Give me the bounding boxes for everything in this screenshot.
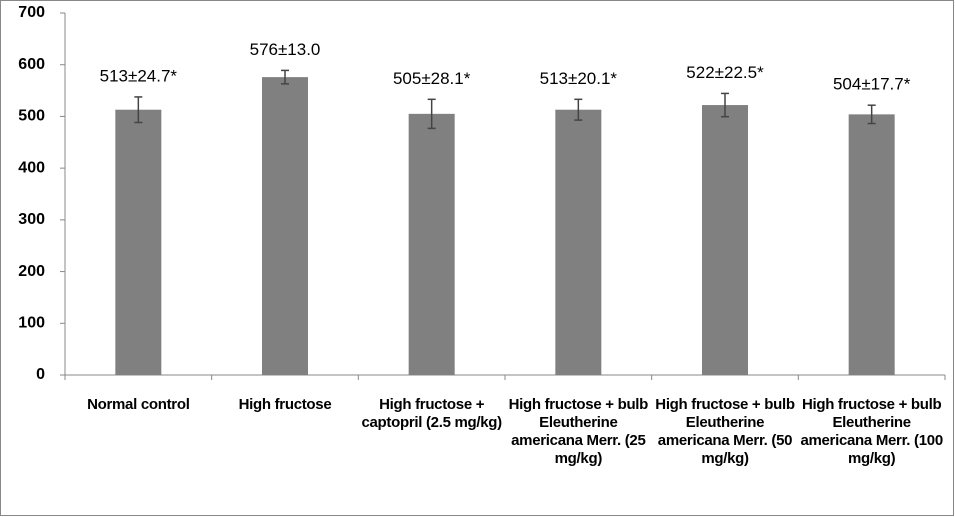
x-tick-label: High fructose + bulb Eleutherine america… bbox=[655, 396, 795, 467]
y-tick-label: 0 bbox=[36, 366, 45, 383]
bar bbox=[702, 105, 748, 376]
x-tick-label: High fructose + bulb Eleutherine america… bbox=[508, 396, 649, 467]
value-label: 522±22.5* bbox=[686, 63, 764, 82]
bar bbox=[555, 109, 602, 375]
x-tick-label: High fructose + captopril (2.5 mg/kg) bbox=[361, 396, 502, 431]
y-tick-label: 400 bbox=[18, 159, 45, 176]
value-label: 513±20.1* bbox=[540, 69, 618, 88]
y-tick-label: 700 bbox=[18, 4, 45, 21]
x-tick-label: High fructose + bulb Eleutherine america… bbox=[800, 396, 943, 467]
value-label: 504±17.7* bbox=[833, 75, 911, 94]
x-tick-label: High fructose bbox=[238, 396, 332, 413]
value-label: 576±13.0 bbox=[250, 40, 321, 59]
y-tick-label: 300 bbox=[18, 211, 45, 228]
bar bbox=[262, 77, 308, 375]
x-tick-label: Normal control bbox=[87, 396, 190, 413]
y-tick-label: 200 bbox=[18, 263, 45, 280]
y-tick-label: 100 bbox=[18, 315, 45, 332]
y-tick-label: 600 bbox=[18, 56, 45, 73]
bar bbox=[848, 114, 895, 376]
bar bbox=[115, 109, 162, 375]
y-tick-label: 500 bbox=[18, 108, 45, 125]
bar bbox=[408, 113, 455, 375]
value-label: 513±24.7* bbox=[100, 66, 178, 85]
value-label: 505±28.1* bbox=[393, 69, 471, 88]
